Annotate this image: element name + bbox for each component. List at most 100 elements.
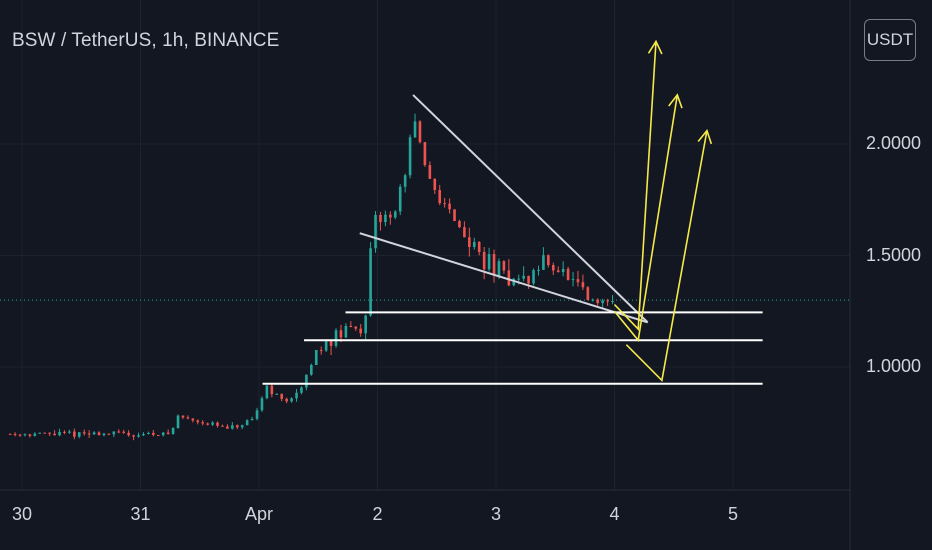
candle-body (512, 278, 516, 286)
candle-body (260, 398, 264, 411)
chart-title: BSW / TetherUS, 1h, BINANCE (12, 30, 280, 51)
candle-body (591, 299, 595, 301)
projection-path (625, 130, 708, 383)
candle-body (300, 387, 303, 393)
candle-body (384, 214, 387, 223)
projection-path (613, 41, 657, 331)
candle-body (43, 432, 47, 434)
candle-body (63, 431, 66, 433)
candle-body (305, 374, 308, 388)
candle-body (428, 165, 432, 179)
candle-body (33, 433, 37, 436)
candle-body (28, 434, 32, 436)
candle-body (38, 432, 42, 434)
x-tick-label: 4 (609, 504, 620, 524)
x-tick-label: 31 (130, 504, 151, 524)
candle-body (142, 434, 145, 436)
candle-body (349, 326, 353, 328)
candle-body (235, 425, 239, 428)
candle-body (369, 248, 372, 316)
candle-body (166, 432, 170, 434)
candle-body (571, 279, 575, 281)
candle-body (403, 175, 407, 187)
candle-body (502, 261, 506, 271)
candle-body (468, 237, 471, 247)
candle-body (463, 227, 466, 238)
candle-body (527, 275, 530, 284)
candle-body (586, 287, 590, 301)
candle-body (73, 431, 76, 437)
trendlines (359, 94, 649, 324)
candle-body (250, 418, 254, 421)
y-tick-label: 2.0000 (866, 133, 922, 153)
candle-body (458, 221, 461, 228)
candle-body (561, 268, 565, 273)
candle-body (280, 393, 284, 399)
currency-unit-button[interactable]: USDT (864, 19, 916, 61)
candle-body (566, 268, 570, 281)
support-lines (262, 311, 763, 385)
candle-body (196, 420, 200, 423)
candles (8, 113, 614, 441)
candle-body (551, 265, 555, 271)
x-tick-label: 5 (727, 504, 739, 524)
candle-body (176, 415, 180, 428)
candle-body (472, 241, 476, 247)
candle-body (216, 422, 219, 426)
x-tick-label: Apr (244, 504, 274, 524)
candle-body (359, 328, 363, 334)
candle-body (487, 254, 491, 270)
candle-body (92, 432, 96, 435)
candle-body (191, 418, 195, 421)
candle-body (601, 300, 604, 304)
projection-path (613, 94, 679, 343)
candle-body (181, 415, 185, 418)
candle-body (556, 270, 560, 273)
candle-body (87, 433, 91, 435)
projection-arrowhead (697, 128, 713, 145)
candle-body (477, 241, 481, 253)
candle-body (82, 432, 86, 434)
candle-body (581, 282, 585, 288)
y-tick-label: 1.5000 (866, 244, 922, 265)
candle-body (68, 431, 71, 433)
candle-body (314, 349, 318, 366)
candle-body (334, 330, 338, 346)
candle-body (221, 425, 224, 427)
candle-body (344, 326, 348, 338)
candle-body (443, 203, 446, 205)
candle-body (310, 365, 313, 375)
candle-body (156, 434, 160, 436)
candle-body (231, 425, 234, 429)
candle-body (492, 254, 496, 276)
candle-body (329, 340, 333, 346)
candle-body (58, 431, 61, 436)
trendline-lower (359, 232, 648, 324)
projection-arrowhead (647, 39, 663, 55)
projection-arrowhead (668, 93, 683, 109)
candle-body (606, 300, 609, 302)
candle-body (152, 432, 155, 435)
candle-body (389, 214, 392, 218)
candle-body (226, 426, 229, 429)
candle-body (255, 410, 259, 419)
candle-body (201, 422, 205, 424)
candle-body (319, 349, 323, 351)
candle-body (379, 214, 382, 223)
candle-body (393, 211, 397, 218)
candle-body (240, 425, 244, 428)
candle-body (364, 315, 367, 334)
candle-body (576, 279, 580, 283)
candle-body (537, 269, 540, 271)
candle-body (611, 301, 614, 303)
candle-body (245, 420, 249, 426)
candle-body (122, 431, 126, 433)
candle-body (102, 433, 106, 436)
candle-body (542, 255, 545, 270)
grid (0, 0, 851, 550)
candle-body (147, 432, 150, 435)
candle-body (408, 137, 412, 176)
candle-body (423, 142, 427, 166)
candle-body (354, 326, 358, 329)
